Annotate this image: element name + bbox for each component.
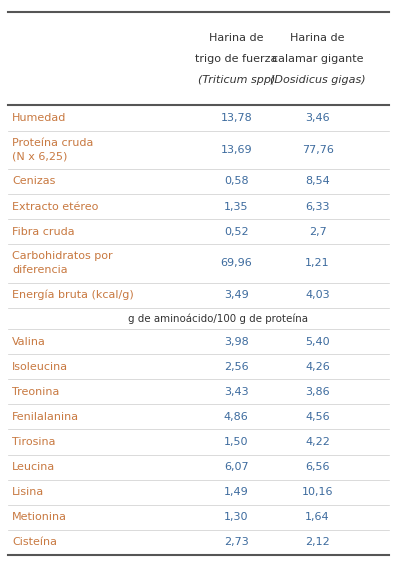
Text: 1,21: 1,21 [305, 258, 330, 268]
Text: 2,56: 2,56 [224, 362, 249, 372]
Text: 2,12: 2,12 [305, 537, 330, 548]
Text: 8,54: 8,54 [305, 177, 330, 187]
Text: 6,07: 6,07 [224, 462, 249, 472]
Text: Harina de: Harina de [290, 33, 345, 42]
Text: 3,46: 3,46 [305, 113, 330, 123]
Text: 1,49: 1,49 [224, 487, 249, 497]
Text: 69,96: 69,96 [220, 258, 252, 268]
Text: Lisina: Lisina [12, 487, 44, 497]
Text: Cisteína: Cisteína [12, 537, 57, 548]
Text: 4,26: 4,26 [305, 362, 330, 372]
Text: 3,86: 3,86 [305, 387, 330, 397]
Text: 1,35: 1,35 [224, 201, 249, 212]
Text: Humedad: Humedad [12, 113, 66, 123]
Text: Fibra cruda: Fibra cruda [12, 227, 75, 237]
Text: diferencia: diferencia [12, 265, 67, 275]
Text: g de aminoácido/100 g de proteína: g de aminoácido/100 g de proteína [128, 313, 308, 324]
Text: 6,56: 6,56 [305, 462, 330, 472]
Text: Harina de: Harina de [209, 33, 264, 42]
Text: Tirosina: Tirosina [12, 437, 56, 447]
Text: Proteína cruda: Proteína cruda [12, 138, 93, 148]
Text: 5,40: 5,40 [305, 337, 330, 347]
Text: 13,78: 13,78 [220, 113, 252, 123]
Text: 4,56: 4,56 [305, 412, 330, 422]
Text: 13,69: 13,69 [220, 145, 252, 155]
Text: 4,03: 4,03 [305, 290, 330, 300]
Text: 0,52: 0,52 [224, 227, 249, 237]
Text: 3,49: 3,49 [224, 290, 249, 300]
Text: Cenizas: Cenizas [12, 177, 55, 187]
Text: Valina: Valina [12, 337, 46, 347]
Text: 4,86: 4,86 [224, 412, 249, 422]
Text: 2,7: 2,7 [309, 227, 326, 237]
Text: 1,64: 1,64 [305, 512, 330, 522]
Text: Metionina: Metionina [12, 512, 67, 522]
Text: 4,22: 4,22 [305, 437, 330, 447]
Text: Isoleucina: Isoleucina [12, 362, 68, 372]
Text: (N x 6,25): (N x 6,25) [12, 152, 67, 162]
Text: 6,33: 6,33 [305, 201, 330, 212]
Text: (Dosidicus gigas): (Dosidicus gigas) [270, 76, 365, 85]
Text: Extracto etéreo: Extracto etéreo [12, 201, 98, 212]
Text: 1,50: 1,50 [224, 437, 249, 447]
Text: 3,98: 3,98 [224, 337, 249, 347]
Text: (Triticum spp): (Triticum spp) [198, 76, 275, 85]
Text: 2,73: 2,73 [224, 537, 249, 548]
Text: calamar gigante: calamar gigante [272, 54, 363, 64]
Text: trigo de fuerza: trigo de fuerza [195, 54, 278, 64]
Text: 1,30: 1,30 [224, 512, 249, 522]
Text: Treonina: Treonina [12, 387, 59, 397]
Text: 77,76: 77,76 [302, 145, 333, 155]
Text: Energía bruta (kcal/g): Energía bruta (kcal/g) [12, 290, 134, 301]
Text: 10,16: 10,16 [302, 487, 333, 497]
Text: Leucina: Leucina [12, 462, 55, 472]
Text: 0,58: 0,58 [224, 177, 249, 187]
Text: 3,43: 3,43 [224, 387, 249, 397]
Text: Fenilalanina: Fenilalanina [12, 412, 79, 422]
Text: Carbohidratos por: Carbohidratos por [12, 252, 112, 262]
